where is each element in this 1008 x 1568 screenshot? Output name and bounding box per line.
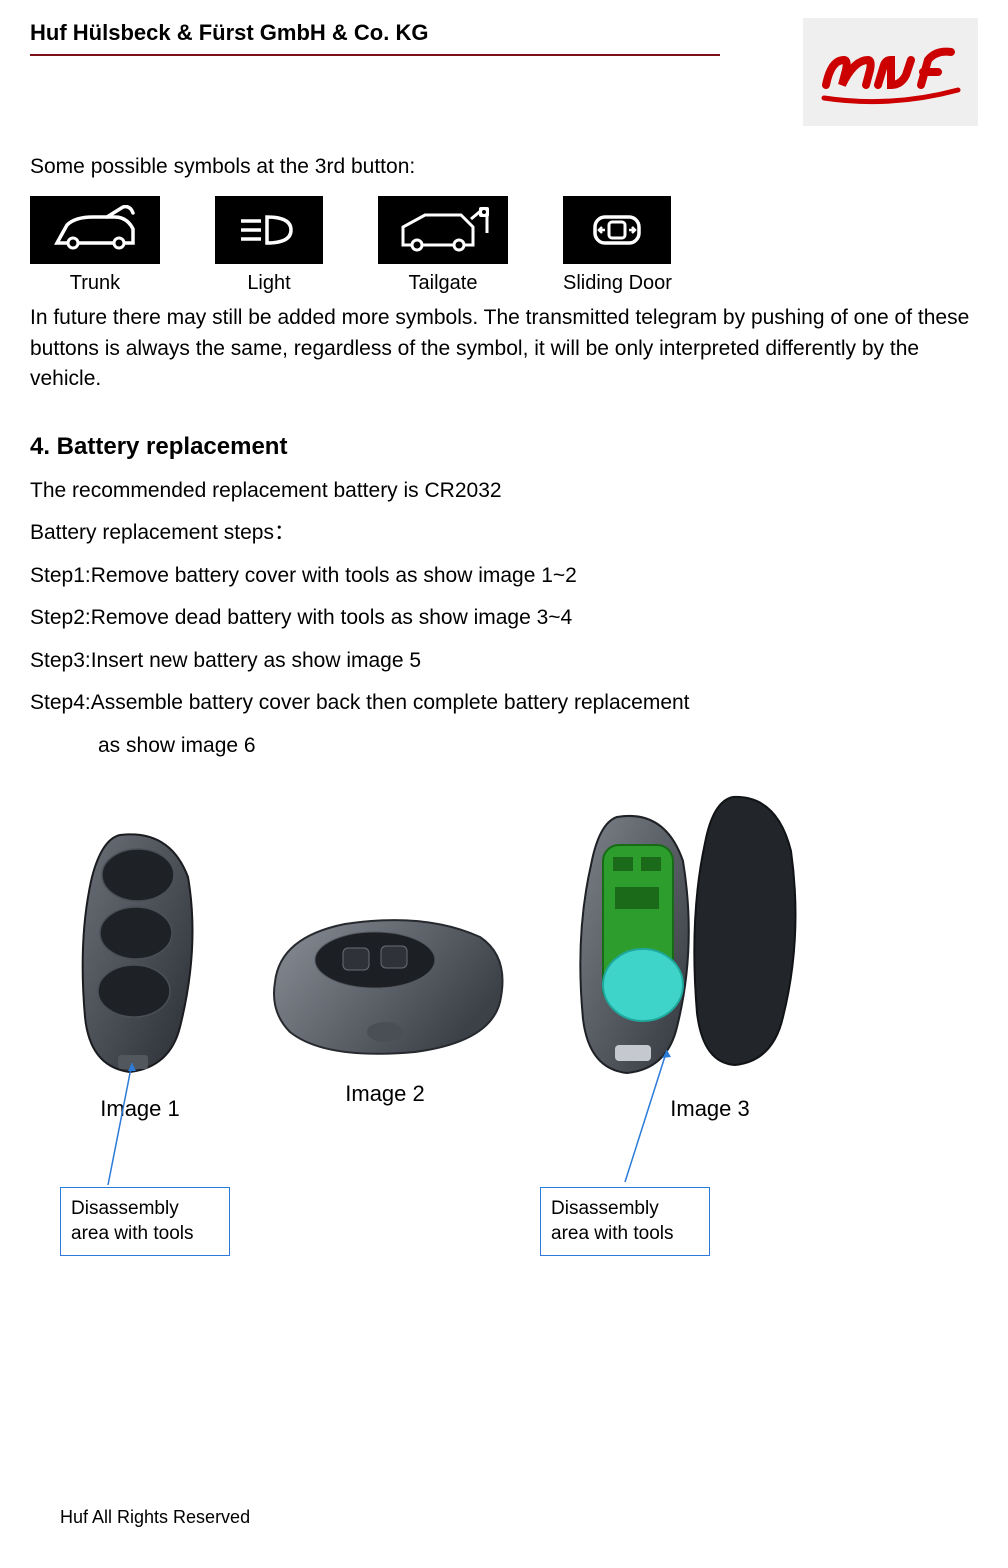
battery-step4: Step4:Assemble battery cover back then c…	[30, 687, 978, 720]
symbols-intro: Some possible symbols at the 3rd button:	[30, 152, 978, 182]
symbols-row: Trunk Light	[30, 196, 978, 295]
fob-image-1	[70, 827, 210, 1082]
symbol-label: Light	[247, 272, 290, 295]
battery-step1: Step1:Remove battery cover with tools as…	[30, 560, 978, 593]
image-3-wrap: Image 3	[555, 787, 815, 1122]
symbol-label: Trunk	[70, 272, 120, 295]
fob-image-2	[255, 902, 515, 1067]
tailgate-icon	[378, 196, 508, 264]
fob-image-3	[555, 787, 815, 1082]
company-logo	[803, 18, 978, 126]
image-2-wrap: Image 2	[255, 902, 515, 1107]
symbol-label: Sliding Door	[563, 272, 672, 295]
trunk-icon	[30, 196, 160, 264]
annotation-2-text: Disassembly area with tools	[551, 1198, 674, 1245]
annotation-1: Disassembly area with tools	[60, 1187, 230, 1256]
symbol-trunk: Trunk	[30, 196, 160, 295]
light-icon	[215, 196, 323, 264]
annotation-line-1	[90, 1067, 150, 1192]
battery-step3: Step3:Insert new battery as show image 5	[30, 645, 978, 678]
battery-step2: Step2:Remove dead battery with tools as …	[30, 602, 978, 635]
symbol-sliding-door: Sliding Door	[563, 196, 672, 295]
image-2-caption: Image 2	[345, 1081, 425, 1107]
section-heading-battery: 4. Battery replacement	[30, 433, 978, 461]
annotation-2: Disassembly area with tools	[540, 1187, 710, 1256]
battery-recommended: The recommended replacement battery is C…	[30, 475, 978, 508]
battery-steps-intro: Battery replacement steps：	[30, 517, 978, 550]
header-underline	[30, 54, 720, 56]
symbols-outro: In future there may still be added more …	[30, 303, 978, 394]
annotation-line-2	[615, 1052, 685, 1187]
page-footer: Huf All Rights Reserved	[60, 1507, 250, 1528]
sliding-door-icon	[563, 196, 671, 264]
annotation-1-text: Disassembly area with tools	[71, 1198, 194, 1245]
huf-logo-icon	[816, 30, 966, 115]
page-header: Huf Hülsbeck & Fürst GmbH & Co. KG	[0, 0, 1008, 56]
page-content: Some possible symbols at the 3rd button:…	[0, 56, 1008, 1307]
symbol-light: Light	[215, 196, 323, 295]
symbol-tailgate: Tailgate	[378, 196, 508, 295]
symbol-label: Tailgate	[409, 272, 478, 295]
images-area: Image 1 Disassembly area with tools	[30, 787, 978, 1307]
battery-step4b: as show image 6	[30, 730, 978, 763]
